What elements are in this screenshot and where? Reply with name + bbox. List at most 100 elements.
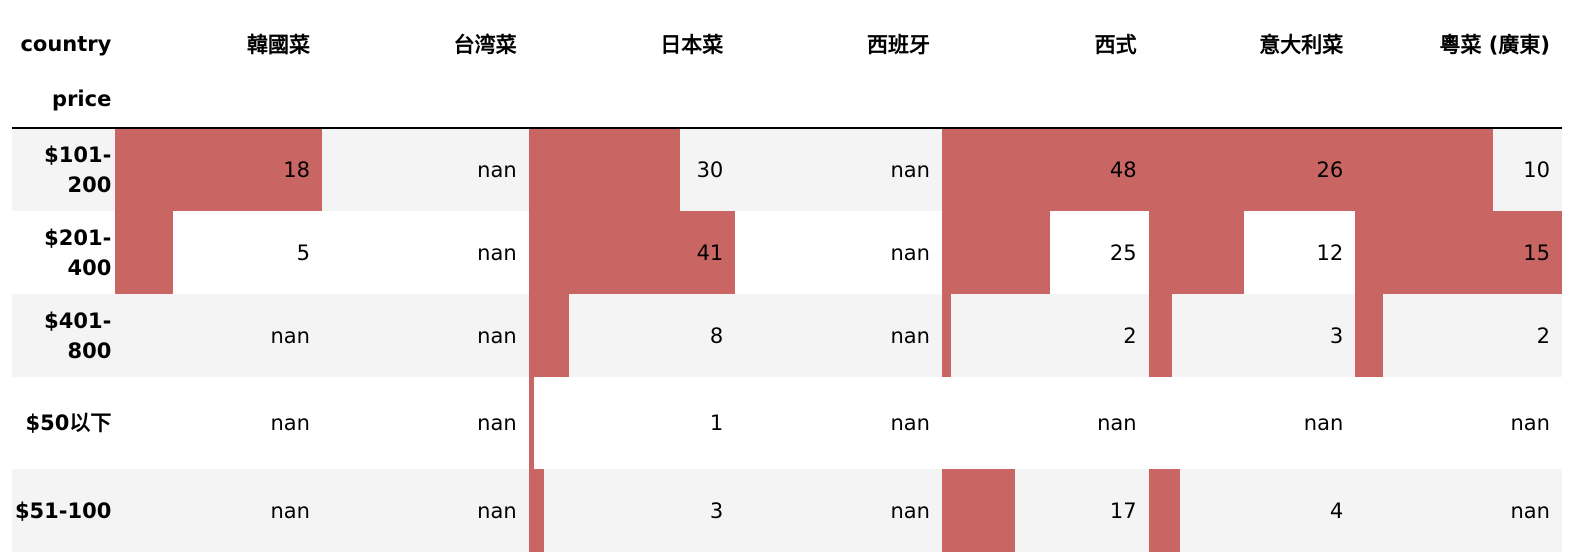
- row-label: $51-100: [12, 469, 116, 552]
- cell-value: nan: [477, 240, 517, 265]
- data-cell: 17: [941, 469, 1149, 552]
- empty-header: [942, 81, 1149, 128]
- cell-value: nan: [270, 323, 310, 348]
- cell-value: nan: [270, 411, 310, 435]
- column-header: 韓國菜: [246, 32, 310, 57]
- data-cell: 12: [1148, 211, 1356, 294]
- cell-value: 2: [1536, 323, 1550, 348]
- data-cell: nan: [735, 128, 942, 211]
- cell-value: 4: [1329, 498, 1344, 523]
- row-label: $50以下: [25, 411, 112, 435]
- data-bar: [1355, 129, 1494, 211]
- data-cell: nan: [115, 377, 322, 469]
- cell-value: nan: [890, 498, 930, 523]
- cell-value: 17: [1109, 498, 1137, 523]
- column-header-row: country 韓國菜 台湾菜 日本菜 西班牙 西式 意大利菜 粵菜 (廣東): [12, 0, 1562, 81]
- data-bar: [1355, 294, 1383, 377]
- cell-value: nan: [477, 498, 517, 523]
- empty-header: [1355, 81, 1562, 128]
- data-cell: 48: [941, 128, 1149, 211]
- cell-value: 12: [1316, 240, 1344, 265]
- cell-value: nan: [1510, 498, 1551, 523]
- column-header: 台湾菜: [453, 32, 517, 57]
- data-cell: 26: [1148, 128, 1356, 211]
- data-cell: nan: [1355, 377, 1562, 469]
- data-bar: [1148, 129, 1356, 211]
- empty-header: [1149, 81, 1356, 128]
- empty-header: [115, 81, 322, 128]
- data-cell: 18: [115, 128, 322, 211]
- data-bar: [1148, 294, 1173, 377]
- column-axis-label: country: [20, 31, 112, 56]
- table-row: $101-200 18 nan 30 nan 48 26 10: [12, 128, 1562, 211]
- column-header: 西式: [1094, 32, 1137, 57]
- data-cell: nan: [1355, 469, 1562, 552]
- cell-value: nan: [477, 323, 517, 348]
- data-cell: 30: [528, 128, 736, 211]
- table-row: $401-800 nan nan 8 nan 2 3 2: [12, 294, 1562, 377]
- data-bar: [115, 129, 322, 211]
- data-bar: [528, 211, 736, 294]
- data-cell: nan: [115, 294, 322, 377]
- data-cell: 3: [528, 469, 736, 552]
- cell-value: 18: [283, 158, 310, 182]
- data-cell: 1: [528, 377, 736, 469]
- index-name-row: price: [12, 81, 1562, 128]
- data-cell: nan: [735, 469, 942, 552]
- data-cell: nan: [322, 211, 529, 294]
- column-header: 粵菜 (廣東): [1439, 32, 1550, 57]
- table-row: $51-100 nan nan 3 nan 17 4 nan: [12, 469, 1562, 552]
- data-bar: [528, 129, 680, 211]
- data-bar: [1148, 469, 1181, 552]
- data-bar: [941, 129, 1149, 211]
- cell-value: 30: [696, 158, 724, 182]
- cell-value: nan: [1097, 411, 1137, 435]
- cell-value: 15: [1523, 240, 1550, 265]
- data-cell: nan: [735, 211, 942, 294]
- data-bar: [941, 294, 951, 377]
- cell-value: 2: [1123, 323, 1137, 348]
- cell-value: nan: [1303, 411, 1344, 435]
- cell-value: nan: [477, 411, 517, 435]
- data-bar: [528, 469, 544, 552]
- data-cell: nan: [321, 469, 529, 552]
- table-row: $50以下 nan nan 1 nan nan nan nan: [12, 377, 1562, 469]
- column-header: 日本菜: [660, 32, 724, 57]
- cell-value: nan: [270, 498, 310, 523]
- column-header: 西班牙: [866, 32, 930, 57]
- data-bar: [115, 211, 173, 294]
- data-bar: [941, 211, 1050, 294]
- data-cell: 10: [1355, 128, 1562, 211]
- data-cell: 41: [528, 211, 736, 294]
- empty-header: [322, 81, 529, 128]
- cell-value: nan: [890, 158, 930, 182]
- data-cell: 3: [1148, 294, 1356, 377]
- cell-value: nan: [890, 323, 930, 348]
- cell-value: 26: [1316, 158, 1344, 182]
- price-by-country-table: country 韓國菜 台湾菜 日本菜 西班牙 西式 意大利菜 粵菜 (廣東) …: [12, 0, 1562, 552]
- data-bar: [1355, 211, 1562, 294]
- data-cell: 5: [115, 211, 322, 294]
- data-cell: 25: [941, 211, 1149, 294]
- data-cell: 15: [1355, 211, 1562, 294]
- row-label: $401-800: [12, 294, 116, 377]
- cell-value: 5: [296, 240, 310, 265]
- cell-value: nan: [890, 411, 930, 435]
- cell-value: 10: [1523, 158, 1550, 182]
- empty-header: [735, 81, 942, 128]
- row-axis-label: price: [52, 87, 112, 111]
- cell-value: 3: [709, 498, 724, 523]
- row-label: $201-400: [44, 225, 112, 280]
- data-cell: nan: [321, 294, 529, 377]
- data-cell: nan: [1149, 377, 1356, 469]
- cell-value: nan: [1510, 411, 1551, 435]
- cell-value: 25: [1109, 240, 1137, 265]
- data-cell: nan: [735, 294, 942, 377]
- data-bar: [941, 469, 1016, 552]
- data-cell: 4: [1148, 469, 1356, 552]
- row-label: $101-200: [12, 128, 116, 211]
- cell-value: 1: [709, 411, 724, 435]
- data-cell: 2: [941, 294, 1149, 377]
- data-cell: nan: [735, 377, 942, 469]
